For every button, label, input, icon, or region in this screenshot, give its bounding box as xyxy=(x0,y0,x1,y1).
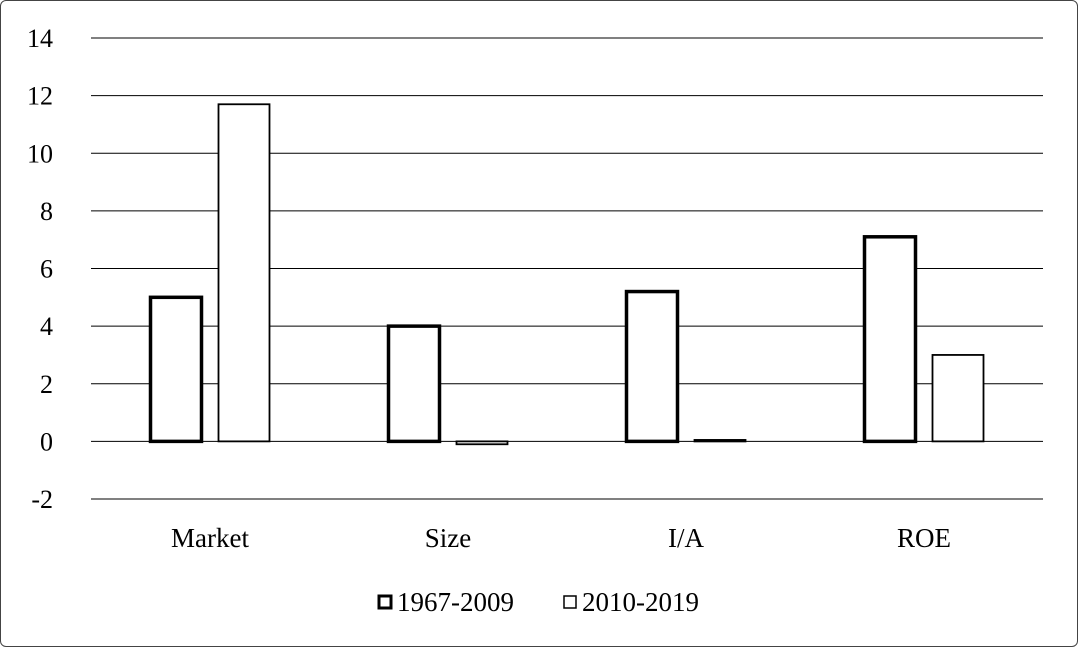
x-category-label: Size xyxy=(425,523,472,553)
y-tick-label: 12 xyxy=(27,82,53,111)
bar-series-2010-2019 xyxy=(931,354,985,443)
legend-swatch xyxy=(377,594,393,610)
bar-series-1967-2009 xyxy=(862,235,918,444)
legend-label: 2010-2019 xyxy=(582,587,699,617)
y-tick-label: 14 xyxy=(27,24,53,53)
bar-series-1967-2009 xyxy=(148,295,204,444)
y-tick-label: 4 xyxy=(40,312,53,341)
y-tick-label: 8 xyxy=(40,197,53,226)
bar-series-1967-2009 xyxy=(386,324,442,444)
bar-series-2010-2019 xyxy=(693,439,747,443)
y-tick-label: 6 xyxy=(40,255,53,284)
y-tick-label: 2 xyxy=(40,370,53,399)
x-category-label: ROE xyxy=(897,523,951,553)
y-axis-ticks: -2 0 2 4 6 8 10 12 14 xyxy=(27,24,53,514)
legend-swatch xyxy=(563,595,577,609)
legend: 1967-2009 2010-2019 xyxy=(377,587,699,617)
y-tick-label: 0 xyxy=(40,427,53,456)
x-category-label: I/A xyxy=(668,523,704,553)
x-category-label: Market xyxy=(171,523,249,553)
bar-series-1967-2009 xyxy=(624,289,680,444)
x-axis-categories: Market Size I/A ROE xyxy=(171,523,951,553)
y-tick-label: -2 xyxy=(31,485,53,514)
bars xyxy=(148,103,985,446)
y-tick-label: 10 xyxy=(27,139,53,168)
bar-series-2010-2019 xyxy=(217,103,271,443)
bar-series-2010-2019 xyxy=(455,440,509,446)
legend-label: 1967-2009 xyxy=(397,587,514,617)
